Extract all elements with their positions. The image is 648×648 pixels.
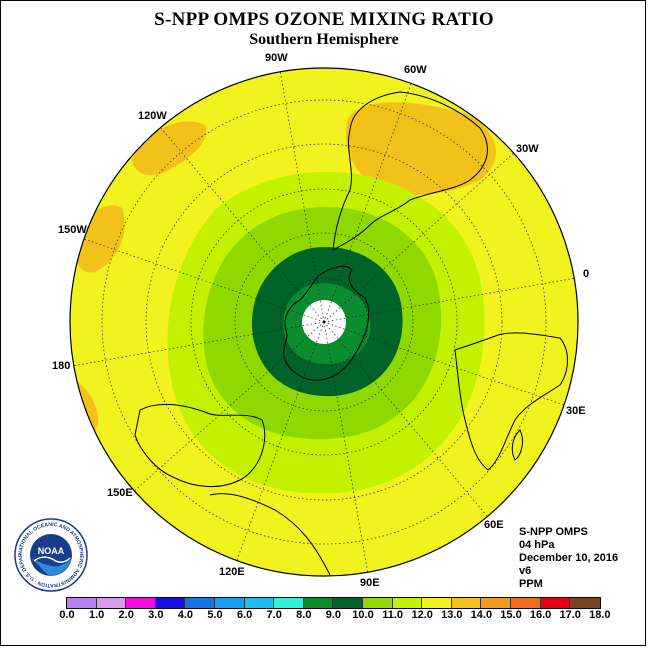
lon-label-90e: 90E [360, 577, 380, 589]
colorbar-tick-label: 8.0 [296, 609, 311, 621]
colorbar-segment [422, 598, 452, 608]
colorbar-tick-label: 11.0 [382, 609, 403, 621]
lon-label-120e: 120E [219, 566, 245, 578]
lon-label-150w: 150W [58, 224, 87, 236]
lon-label-0: 0 [583, 268, 589, 280]
colorbar-segment [333, 598, 363, 608]
colorbar-tick-label: 17.0 [559, 609, 580, 621]
colorbar-segment [511, 598, 541, 608]
colorbar-segment [274, 598, 304, 608]
map-info: S-NPP OMPS 04 hPa December 10, 2016 v6 P… [519, 526, 618, 591]
info-date: December 10, 2016 [519, 552, 618, 565]
colorbar-tick-label: 18.0 [589, 609, 610, 621]
colorbar-tick-label: 15.0 [500, 609, 521, 621]
colorbar-tick-label: 2.0 [119, 609, 134, 621]
colorbar-segment [570, 598, 600, 608]
colorbar [66, 597, 601, 609]
colorbar-tick-label: 4.0 [178, 609, 193, 621]
colorbar-segment [481, 598, 511, 608]
colorbar-tick-label: 16.0 [530, 609, 551, 621]
info-instrument: S-NPP OMPS [519, 526, 618, 539]
lon-label-120w: 120W [138, 110, 167, 122]
colorbar-tick-label: 13.0 [441, 609, 462, 621]
colorbar-tick-label: 5.0 [207, 609, 222, 621]
info-units: PPM [519, 578, 618, 591]
colorbar-segment [393, 598, 423, 608]
info-level: 04 hPa [519, 539, 618, 552]
colorbar-segment [67, 598, 97, 608]
colorbar-segment [452, 598, 482, 608]
colorbar-tick-label: 7.0 [267, 609, 282, 621]
colorbar-tick-label: 9.0 [326, 609, 341, 621]
colorbar-tick-label: 14.0 [471, 609, 492, 621]
colorbar-segment [156, 598, 186, 608]
info-version: v6 [519, 565, 618, 578]
colorbar-tick-label: 3.0 [148, 609, 163, 621]
svg-text:NOAA: NOAA [38, 546, 65, 556]
lon-label-150e: 150E [107, 487, 133, 499]
colorbar-segment [185, 598, 215, 608]
colorbar-segment [97, 598, 127, 608]
lon-label-90w: 90W [265, 52, 288, 64]
colorbar-tick-label: 6.0 [237, 609, 252, 621]
lon-label-180: 180 [52, 360, 70, 372]
colorbar-segment [245, 598, 275, 608]
lon-label-30e: 30E [566, 405, 586, 417]
colorbar-segment [363, 598, 393, 608]
colorbar-segment [126, 598, 156, 608]
colorbar-tick-label: 1.0 [89, 609, 104, 621]
lon-label-30w: 30W [516, 143, 539, 155]
noaa-logo: NATIONAL OCEANIC AND ATMOSPHERIC ADMINIS… [14, 518, 88, 592]
colorbar-segment [541, 598, 571, 608]
lon-label-60e: 60E [484, 519, 504, 531]
colorbar-tick-label: 10.0 [352, 609, 373, 621]
lon-label-60w: 60W [404, 64, 427, 76]
colorbar-tick-label: 12.0 [411, 609, 432, 621]
colorbar-tick-label: 0.0 [59, 609, 74, 621]
colorbar-segment [215, 598, 245, 608]
colorbar-segment [304, 598, 334, 608]
